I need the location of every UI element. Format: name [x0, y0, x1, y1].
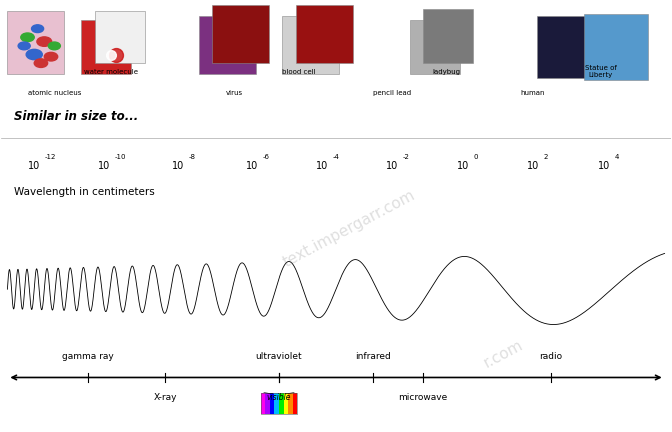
Bar: [296, 5, 353, 63]
Bar: [265, 393, 269, 414]
Text: 10: 10: [386, 162, 398, 172]
Text: 4: 4: [614, 154, 619, 160]
Text: -10: -10: [115, 154, 126, 160]
Circle shape: [48, 42, 60, 50]
Text: 10: 10: [316, 162, 328, 172]
Text: -4: -4: [333, 154, 339, 160]
Circle shape: [37, 37, 52, 46]
Bar: [95, 12, 145, 63]
Bar: [212, 5, 269, 63]
Bar: [279, 393, 284, 414]
Text: pencil lead: pencil lead: [373, 90, 411, 96]
Bar: [7, 12, 65, 74]
Circle shape: [44, 52, 58, 61]
Bar: [288, 393, 293, 414]
Text: -8: -8: [188, 154, 196, 160]
Text: ultraviolet: ultraviolet: [255, 352, 302, 361]
Bar: [269, 393, 274, 414]
Text: Similar in size to...: Similar in size to...: [14, 111, 138, 124]
Text: human: human: [520, 90, 545, 96]
Bar: [410, 20, 460, 74]
Text: gamma ray: gamma ray: [62, 352, 114, 361]
Bar: [584, 14, 648, 80]
Bar: [261, 393, 298, 414]
Text: microwave: microwave: [398, 393, 448, 402]
Text: radio: radio: [539, 352, 562, 361]
Text: Statue of
Liberty: Statue of Liberty: [585, 65, 617, 78]
Circle shape: [18, 42, 30, 50]
Bar: [423, 10, 474, 63]
Text: 10: 10: [457, 162, 469, 172]
Bar: [293, 393, 298, 414]
Bar: [274, 393, 279, 414]
Text: 0: 0: [474, 154, 478, 160]
Bar: [284, 393, 288, 414]
Text: 10: 10: [597, 162, 610, 172]
Text: 10: 10: [172, 162, 184, 172]
Text: Wavelength in centimeters: Wavelength in centimeters: [14, 187, 155, 197]
Text: text.impergarr.com: text.impergarr.com: [281, 187, 418, 270]
Text: r.com: r.com: [481, 337, 526, 370]
Text: -2: -2: [403, 154, 410, 160]
Text: 10: 10: [245, 162, 258, 172]
Text: 10: 10: [98, 162, 110, 172]
Text: infrared: infrared: [355, 352, 390, 361]
Circle shape: [26, 49, 42, 60]
Bar: [537, 16, 594, 78]
Text: 10: 10: [527, 162, 540, 172]
Circle shape: [21, 33, 34, 41]
Text: water molecule: water molecule: [85, 69, 138, 75]
Text: blood cell: blood cell: [282, 69, 316, 75]
Text: atomic nucleus: atomic nucleus: [28, 90, 81, 96]
Circle shape: [34, 59, 48, 67]
Bar: [81, 20, 132, 74]
Text: visible: visible: [267, 393, 291, 402]
Bar: [198, 16, 255, 74]
Text: ladybug: ladybug: [433, 69, 460, 75]
Text: -6: -6: [262, 154, 269, 160]
Bar: [282, 16, 339, 74]
Text: -12: -12: [44, 154, 56, 160]
Bar: [261, 393, 265, 414]
Circle shape: [32, 25, 44, 32]
Text: 10: 10: [28, 162, 40, 172]
Text: virus: virus: [225, 90, 243, 96]
Text: X-ray: X-ray: [153, 393, 177, 402]
Text: 2: 2: [544, 154, 548, 160]
